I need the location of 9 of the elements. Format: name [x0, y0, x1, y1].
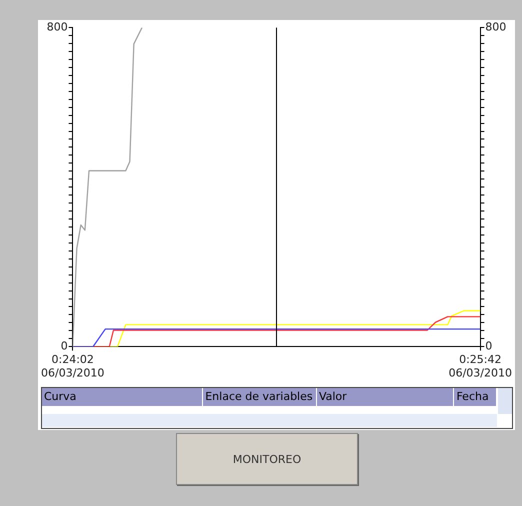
- text: Fecha: [454, 388, 497, 406]
- text: Curva: [42, 388, 204, 406]
- y2-tick-label: 800: [485, 20, 506, 34]
- text: Valor: [316, 388, 454, 406]
- text: MONITOREO: [176, 433, 358, 485]
- y2-tick-label: 0: [485, 339, 492, 352]
- x-tick-label: 0:24:02 06/03/2010: [40, 353, 104, 380]
- x-tick-label: 0:25:42 06/03/2010: [448, 353, 512, 380]
- text: Enlace de variables: [203, 388, 317, 406]
